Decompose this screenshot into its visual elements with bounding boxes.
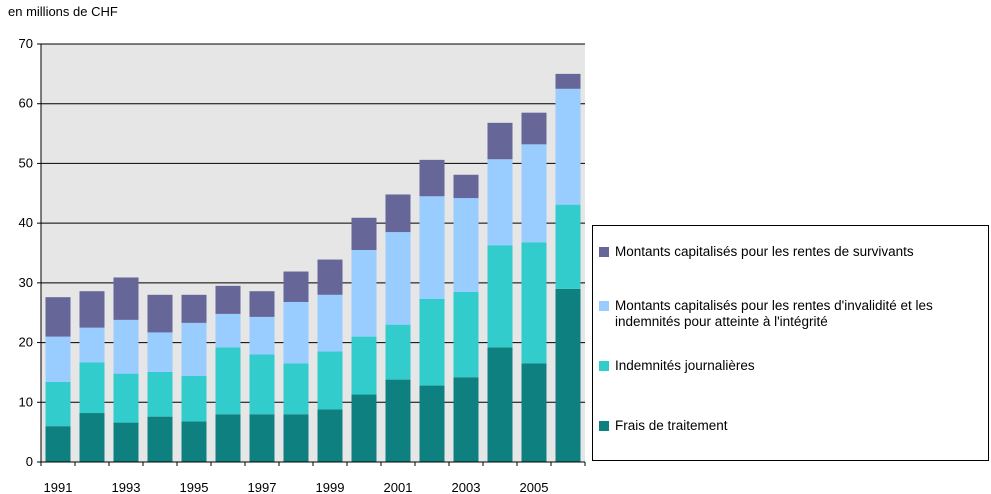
bar	[283, 363, 309, 415]
bar	[419, 159, 445, 197]
bar	[521, 242, 547, 364]
bar	[317, 294, 343, 352]
bar	[487, 159, 513, 246]
legend-label: Montants capitalisés pour les rentes de …	[615, 244, 914, 259]
bar	[215, 414, 241, 462]
x-tick-label: 1997	[248, 480, 277, 494]
bar	[249, 316, 275, 355]
bar	[113, 373, 139, 423]
x-tick-label: 1999	[316, 480, 345, 494]
bar	[79, 362, 105, 414]
bar	[113, 422, 139, 462]
bar	[385, 379, 411, 462]
legend-label: Montants capitalisés pour les rentes d'i…	[615, 298, 933, 329]
bar	[521, 363, 547, 462]
bar	[181, 376, 207, 422]
legend-entry: Montants capitalisés pour les rentes d'i…	[599, 298, 984, 330]
bar	[521, 112, 547, 145]
bar	[79, 327, 105, 363]
bar	[45, 426, 71, 462]
bar	[181, 421, 207, 462]
bar	[419, 196, 445, 299]
y-tick-label: 70	[19, 36, 33, 51]
bar	[215, 347, 241, 415]
x-tick-label: 1995	[180, 480, 209, 494]
legend-entry: Frais de traitement	[599, 418, 984, 434]
bar	[487, 347, 513, 462]
bar	[385, 194, 411, 233]
y-axis-label: en millions de CHF	[8, 4, 118, 19]
bar	[385, 324, 411, 380]
bar	[249, 291, 275, 317]
y-tick-label: 10	[19, 394, 33, 409]
bar	[147, 371, 173, 417]
bar	[317, 351, 343, 410]
x-tick-label: 2001	[384, 480, 413, 494]
y-tick-label: 20	[19, 335, 33, 350]
bar	[555, 88, 581, 205]
legend-swatch	[599, 247, 609, 257]
bar	[317, 409, 343, 462]
bar	[487, 122, 513, 160]
y-tick-label: 40	[19, 215, 33, 230]
bar	[453, 174, 479, 199]
x-tick-label: 1993	[112, 480, 141, 494]
legend-entry: Montants capitalisés pour les rentes de …	[599, 244, 984, 260]
bar	[113, 277, 139, 320]
bar	[555, 204, 581, 289]
bar	[283, 301, 309, 364]
legend: Montants capitalisés pour les rentes de …	[592, 225, 989, 461]
y-tick-label: 30	[19, 275, 33, 290]
bar	[181, 294, 207, 323]
legend-swatch	[599, 421, 609, 431]
bar	[385, 232, 411, 325]
bar	[45, 381, 71, 427]
bar	[181, 322, 207, 377]
bar	[453, 198, 479, 292]
bar	[249, 414, 275, 462]
bar	[45, 297, 71, 337]
legend-label: Frais de traitement	[615, 418, 728, 433]
bar	[521, 144, 547, 243]
bar	[79, 413, 105, 462]
bar	[351, 394, 377, 462]
legend-entry: Indemnités journalières	[599, 358, 984, 374]
bar	[147, 294, 173, 333]
y-tick-label: 60	[19, 96, 33, 111]
bar	[147, 332, 173, 372]
bar	[215, 285, 241, 314]
x-tick-label: 2005	[520, 480, 549, 494]
legend-swatch	[599, 361, 609, 371]
bar	[215, 313, 241, 348]
bar	[249, 354, 275, 415]
y-tick-label: 0	[26, 454, 33, 469]
bar	[555, 288, 581, 462]
bar	[79, 291, 105, 328]
bar	[351, 217, 377, 251]
bar	[45, 336, 71, 382]
bar	[317, 259, 343, 295]
bar	[113, 319, 139, 374]
bar	[283, 414, 309, 462]
bar	[419, 298, 445, 386]
y-tick-label: 50	[19, 155, 33, 170]
bar	[419, 385, 445, 462]
bar	[555, 73, 581, 89]
bar	[487, 245, 513, 348]
bar	[453, 377, 479, 462]
legend-label: Indemnités journalières	[615, 358, 755, 373]
bar	[283, 271, 309, 302]
bar	[351, 336, 377, 395]
bar	[453, 291, 479, 378]
bar	[147, 416, 173, 462]
bar	[351, 250, 377, 337]
x-tick-label: 1991	[44, 480, 73, 494]
legend-swatch	[599, 301, 609, 311]
x-tick-label: 2003	[452, 480, 481, 494]
